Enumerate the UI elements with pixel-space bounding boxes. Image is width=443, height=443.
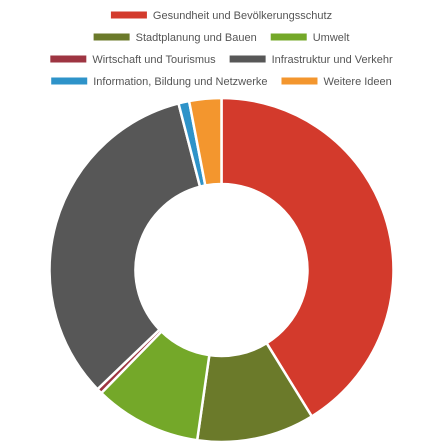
legend-label: Infrastruktur und Verkehr bbox=[272, 54, 393, 66]
doughnut-slice[interactable] bbox=[187, 96, 223, 187]
legend-item[interactable]: Weitere Ideen bbox=[281, 76, 392, 88]
legend-swatch bbox=[93, 33, 130, 41]
legend-swatch bbox=[281, 77, 318, 85]
doughnut-slices bbox=[48, 96, 395, 443]
legend-label: Weitere Ideen bbox=[323, 76, 391, 88]
legend-label: Gesundheit und Bevölkerungsschutz bbox=[153, 10, 332, 22]
legend-label: Stadtplanung und Bauen bbox=[136, 32, 257, 44]
legend-swatch bbox=[51, 77, 88, 85]
legend-swatch bbox=[110, 11, 147, 19]
legend-label: Information, Bildung und Netzwerke bbox=[93, 76, 267, 88]
doughnut-slice[interactable] bbox=[220, 96, 395, 418]
legend-item[interactable]: Infrastruktur und Verkehr bbox=[229, 54, 393, 66]
legend-swatch bbox=[50, 55, 87, 63]
legend-item[interactable]: Stadtplanung und Bauen bbox=[93, 32, 257, 44]
legend-label: Wirtschaft und Tourismus bbox=[92, 54, 216, 66]
legend-label: Umwelt bbox=[313, 32, 350, 44]
legend-item[interactable]: Wirtschaft und Tourismus bbox=[50, 54, 216, 66]
legend-item[interactable]: Information, Bildung und Netzwerke bbox=[51, 76, 267, 88]
legend-item[interactable]: Umwelt bbox=[270, 32, 350, 44]
legend-swatch bbox=[229, 55, 266, 63]
legend-swatch bbox=[270, 33, 307, 41]
legend: Gesundheit und Bevölkerungsschutz Stadtpl… bbox=[50, 10, 393, 88]
doughnut-slice[interactable] bbox=[48, 102, 202, 391]
legend-item[interactable]: Gesundheit und Bevölkerungsschutz bbox=[110, 10, 332, 22]
